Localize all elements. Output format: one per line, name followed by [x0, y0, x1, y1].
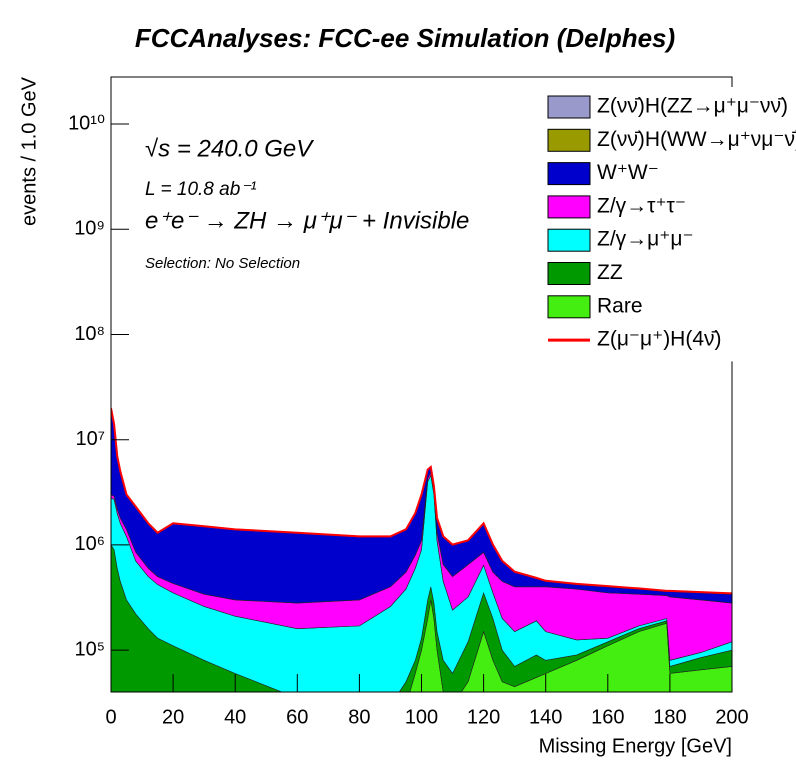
- y-tick-label: 10⁷: [76, 428, 105, 450]
- stack-area: [409, 599, 732, 692]
- legend-label: Z/γ→μ⁺μ⁻: [597, 228, 694, 251]
- legend-label: Z(νν̄)H(WW→μ⁺νμ⁻ν̄): [597, 128, 796, 151]
- y-tick-label: 10⁹: [74, 218, 105, 240]
- annotation: e⁺e⁻ → ZH → μ⁺μ⁻ + Invisible: [145, 207, 469, 234]
- legend-swatch: [547, 295, 591, 319]
- x-tick-label: 0: [105, 706, 116, 728]
- x-tick-label: 60: [286, 706, 308, 728]
- x-tick-label: 200: [715, 706, 748, 728]
- legend-label: Z/γ→τ⁺τ⁻: [597, 194, 686, 217]
- legend-swatch: [547, 228, 591, 252]
- x-tick-label: 40: [224, 706, 246, 728]
- x-tick-label: 100: [405, 706, 438, 728]
- x-tick-label: 140: [529, 706, 562, 728]
- y-tick-label: 10¹⁰: [68, 112, 105, 134]
- y-axis-label: events / 1.0 GeV: [18, 76, 40, 226]
- x-tick-label: 80: [348, 706, 370, 728]
- legend-label: Z(νν̄)H(ZZ→μ⁺μ⁻νν̄): [597, 95, 788, 118]
- annotation: L = 10.8 ab⁻¹: [145, 179, 257, 200]
- y-tick-label: 10⁸: [74, 323, 105, 345]
- x-tick-label: 20: [162, 706, 184, 728]
- signal-line: [111, 407, 732, 595]
- legend-swatch: [547, 128, 591, 152]
- x-tick-label: 120: [467, 706, 500, 728]
- x-tick-label: 180: [653, 706, 686, 728]
- legend-label: W⁺W⁻: [597, 161, 659, 184]
- x-axis-label: Missing Energy [GeV]: [539, 735, 732, 757]
- legend-label: Z(μ⁻μ⁺)H(4ν̄): [597, 328, 722, 351]
- y-tick-label: 10⁵: [74, 638, 105, 660]
- x-tick-label: 160: [591, 706, 624, 728]
- annotation: Selection: No Selection: [145, 255, 300, 272]
- legend-swatch: [547, 162, 591, 186]
- annotation: √s = 240.0 GeV: [145, 135, 314, 162]
- legend-label: Rare: [597, 294, 643, 317]
- plot-area: [111, 407, 732, 692]
- y-tick-label: 10⁶: [75, 533, 105, 555]
- legend-swatch: [547, 195, 591, 219]
- legend-label: ZZ: [597, 261, 623, 284]
- chart-title: FCCAnalyses: FCC-ee Simulation (Delphes): [135, 23, 675, 53]
- legend-swatch: [547, 95, 591, 119]
- legend-swatch: [547, 262, 591, 285]
